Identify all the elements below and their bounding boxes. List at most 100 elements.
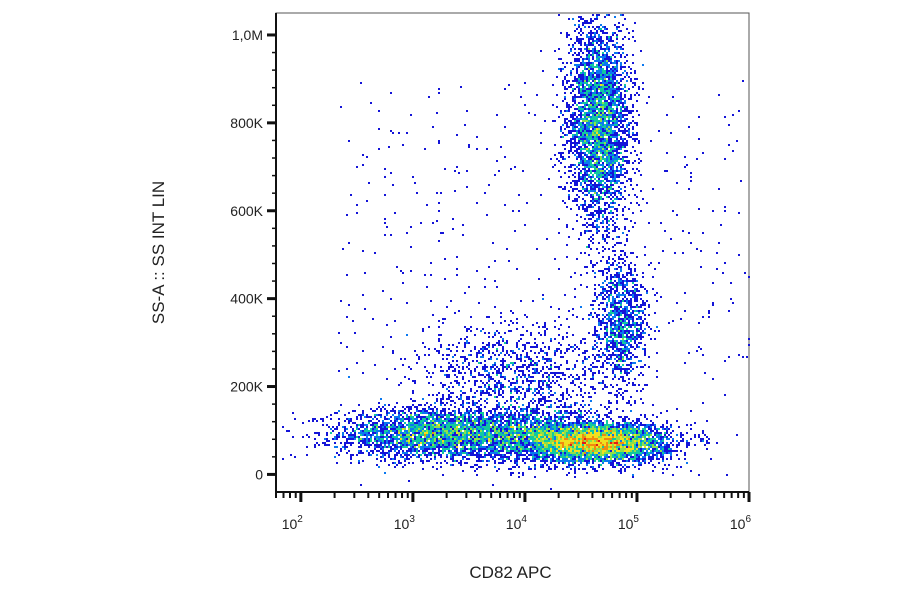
- data-point: [454, 454, 456, 456]
- data-point: [594, 420, 596, 422]
- data-point: [452, 344, 454, 346]
- data-point: [506, 428, 508, 430]
- data-point: [350, 438, 352, 440]
- data-point: [524, 364, 526, 366]
- data-point: [564, 78, 566, 80]
- data-point: [434, 420, 436, 422]
- data-point: [350, 462, 352, 464]
- data-point: [608, 256, 610, 258]
- data-point: [576, 214, 578, 216]
- data-point: [362, 426, 364, 428]
- data-point: [540, 398, 542, 400]
- data-point: [500, 456, 502, 458]
- data-point: [618, 256, 620, 258]
- data-point: [626, 60, 628, 62]
- data-point: [612, 246, 614, 248]
- data-point: [628, 292, 630, 294]
- data-point: [624, 264, 626, 266]
- data-point: [564, 88, 566, 90]
- data-point: [420, 460, 422, 462]
- data-point: [428, 326, 430, 328]
- data-point: [478, 450, 480, 452]
- data-point: [282, 426, 284, 428]
- data-point: [466, 398, 468, 400]
- data-point: [556, 380, 558, 382]
- data-point: [564, 122, 566, 124]
- data-point: [512, 406, 514, 408]
- data-point: [640, 174, 642, 176]
- data-point: [612, 74, 614, 76]
- data-point: [432, 384, 434, 386]
- data-point: [620, 318, 622, 320]
- data-point: [620, 300, 622, 302]
- data-point: [602, 48, 604, 50]
- data-point: [512, 422, 514, 424]
- data-point: [506, 408, 508, 410]
- data-point: [456, 382, 458, 384]
- data-point: [568, 34, 570, 36]
- data-point: [562, 458, 564, 460]
- data-point: [716, 252, 718, 254]
- data-point: [394, 456, 396, 458]
- data-point: [632, 286, 634, 288]
- data-point: [394, 420, 396, 422]
- data-point: [610, 322, 612, 324]
- data-point: [542, 404, 544, 406]
- data-point: [574, 410, 576, 412]
- data-point: [558, 458, 560, 460]
- data-point: [626, 172, 628, 174]
- data-point: [402, 426, 404, 428]
- data-point: [350, 458, 352, 460]
- data-point: [502, 462, 504, 464]
- data-point: [614, 134, 616, 136]
- data-point: [608, 98, 610, 100]
- data-point: [554, 366, 556, 368]
- data-point: [580, 50, 582, 52]
- data-point: [446, 418, 448, 420]
- data-point: [478, 412, 480, 414]
- data-point: [428, 460, 430, 462]
- data-point: [498, 446, 500, 448]
- data-point: [578, 422, 580, 424]
- data-point: [348, 140, 350, 142]
- data-point: [612, 176, 614, 178]
- data-point: [566, 88, 568, 90]
- data-point: [586, 80, 588, 82]
- data-point: [620, 88, 622, 90]
- data-point: [656, 430, 658, 432]
- data-point: [470, 410, 472, 412]
- data-point: [606, 208, 608, 210]
- data-point: [624, 416, 626, 418]
- data-point: [500, 436, 502, 438]
- data-point: [480, 442, 482, 444]
- data-point: [422, 450, 424, 452]
- data-point: [454, 448, 456, 450]
- data-point: [622, 286, 624, 288]
- data-point: [412, 390, 414, 392]
- data-point: [574, 114, 576, 116]
- data-point: [334, 428, 336, 430]
- data-point: [512, 378, 514, 380]
- data-point: [612, 70, 614, 72]
- data-point: [438, 140, 440, 142]
- data-point: [504, 412, 506, 414]
- data-point: [586, 78, 588, 80]
- data-point: [374, 252, 376, 254]
- data-point: [402, 440, 404, 442]
- data-point: [330, 428, 332, 430]
- data-point: [598, 212, 600, 214]
- data-point: [606, 124, 608, 126]
- data-point: [402, 424, 404, 426]
- data-point: [586, 422, 588, 424]
- data-point: [522, 420, 524, 422]
- data-point: [624, 130, 626, 132]
- data-point: [614, 244, 616, 246]
- data-point: [572, 460, 574, 462]
- data-point: [488, 454, 490, 456]
- data-point: [488, 266, 490, 268]
- data-point: [444, 436, 446, 438]
- data-point: [574, 60, 576, 62]
- data-point: [616, 426, 618, 428]
- data-point: [620, 120, 622, 122]
- data-point: [658, 436, 660, 438]
